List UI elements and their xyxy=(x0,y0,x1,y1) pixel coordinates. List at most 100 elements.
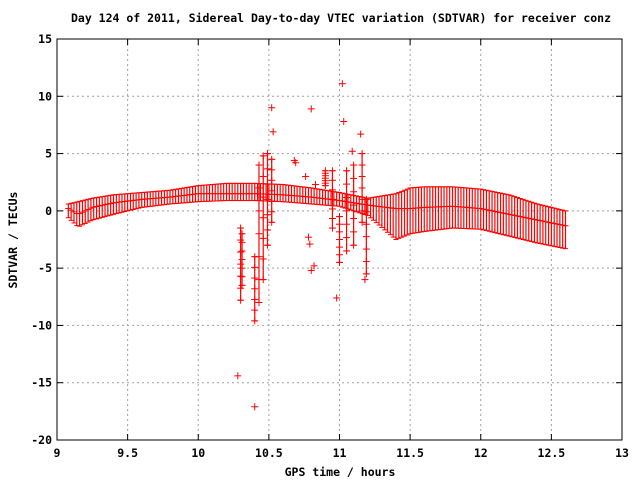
outlier-point xyxy=(340,117,348,125)
error-bar xyxy=(240,182,247,202)
error-bar xyxy=(503,193,510,236)
error-bar xyxy=(107,194,114,216)
spike-point xyxy=(255,184,263,192)
error-bar xyxy=(229,182,236,202)
outlier-point xyxy=(292,159,300,167)
y-tick-label: -20 xyxy=(31,433,52,447)
spike-point xyxy=(268,155,276,163)
outlier-point xyxy=(251,403,259,411)
error-bar xyxy=(328,190,335,207)
spike-point xyxy=(238,230,246,238)
spike-point xyxy=(336,236,343,243)
spike-point xyxy=(362,233,370,241)
spike-point xyxy=(263,150,271,158)
spike-point xyxy=(251,295,259,303)
spike-point xyxy=(343,220,351,228)
outlier-point xyxy=(361,276,369,284)
error-bar xyxy=(537,204,544,245)
error-bar xyxy=(212,183,219,202)
spike-point xyxy=(362,208,370,216)
spike-point xyxy=(358,161,366,169)
error-bar xyxy=(215,183,222,202)
y-tick-label: 0 xyxy=(45,204,52,218)
x-tick-label: 10.5 xyxy=(255,446,283,460)
spike-point xyxy=(268,187,276,195)
error-bar xyxy=(203,184,210,202)
error-bar xyxy=(110,194,117,215)
error-bar xyxy=(548,206,555,247)
error-bar xyxy=(395,192,402,239)
error-bar xyxy=(277,183,284,203)
error-bar xyxy=(404,188,411,236)
spike-point xyxy=(259,214,267,222)
spike-point xyxy=(268,218,276,226)
spike-point xyxy=(358,150,366,158)
error-bar xyxy=(520,198,527,240)
error-bar xyxy=(378,195,385,228)
error-bar xyxy=(559,209,566,249)
error-bar xyxy=(299,186,306,204)
outlier-point xyxy=(338,80,346,88)
x-tick-label: 12 xyxy=(474,446,488,460)
error-bar xyxy=(243,182,250,202)
error-bar xyxy=(282,184,289,203)
error-bar xyxy=(401,189,408,237)
spike-point xyxy=(268,197,276,205)
error-bar xyxy=(418,186,425,233)
spike-point xyxy=(343,180,351,188)
error-bar xyxy=(466,187,473,230)
error-bar xyxy=(296,186,303,204)
spike-point xyxy=(238,281,246,289)
spike-point xyxy=(350,174,358,182)
spike-group xyxy=(237,150,370,325)
spike-point xyxy=(350,201,358,209)
spike-point xyxy=(237,272,245,280)
error-bar xyxy=(508,195,515,238)
x-tick-label: 11 xyxy=(333,446,347,460)
error-bar xyxy=(263,183,270,202)
error-bar xyxy=(446,186,453,229)
error-bar xyxy=(104,195,111,217)
error-bar xyxy=(460,187,467,230)
error-bar xyxy=(271,183,278,202)
spike-point xyxy=(238,247,246,255)
spike-point xyxy=(350,161,358,169)
plot-border xyxy=(56,38,623,441)
error-bar xyxy=(90,197,97,221)
spike-point xyxy=(255,161,263,169)
outlier-point xyxy=(348,147,356,155)
spike-point xyxy=(263,195,271,203)
error-bar xyxy=(102,195,109,218)
error-bar xyxy=(265,183,272,202)
spike-point xyxy=(336,251,343,259)
error-bar xyxy=(234,182,241,202)
error-bar xyxy=(421,186,428,232)
outlier-point xyxy=(333,294,341,302)
error-bar xyxy=(438,186,445,230)
error-bar xyxy=(127,192,134,211)
y-tick-label: 10 xyxy=(38,89,52,103)
error-bar xyxy=(398,190,405,238)
error-bar xyxy=(124,193,131,212)
spike-point xyxy=(358,184,366,192)
y-tick-labels: 15 10 5 0 -5 -10 -15 -20 xyxy=(31,32,52,447)
error-bar xyxy=(381,195,388,231)
error-bar xyxy=(302,186,309,205)
error-bar xyxy=(412,186,419,234)
spike-point xyxy=(268,208,276,216)
error-bar xyxy=(288,185,295,203)
error-bar xyxy=(291,185,298,204)
spike-point xyxy=(237,260,245,268)
error-bar xyxy=(449,186,456,229)
error-band xyxy=(65,182,569,250)
error-bar xyxy=(322,189,329,206)
spike-point xyxy=(263,226,271,234)
error-bar xyxy=(152,190,159,207)
error-bar xyxy=(409,187,416,234)
y-tick-label: -15 xyxy=(31,376,52,390)
spike-point xyxy=(255,230,263,238)
error-bar xyxy=(387,194,394,236)
spike-point xyxy=(328,186,336,194)
error-bar xyxy=(511,196,518,238)
